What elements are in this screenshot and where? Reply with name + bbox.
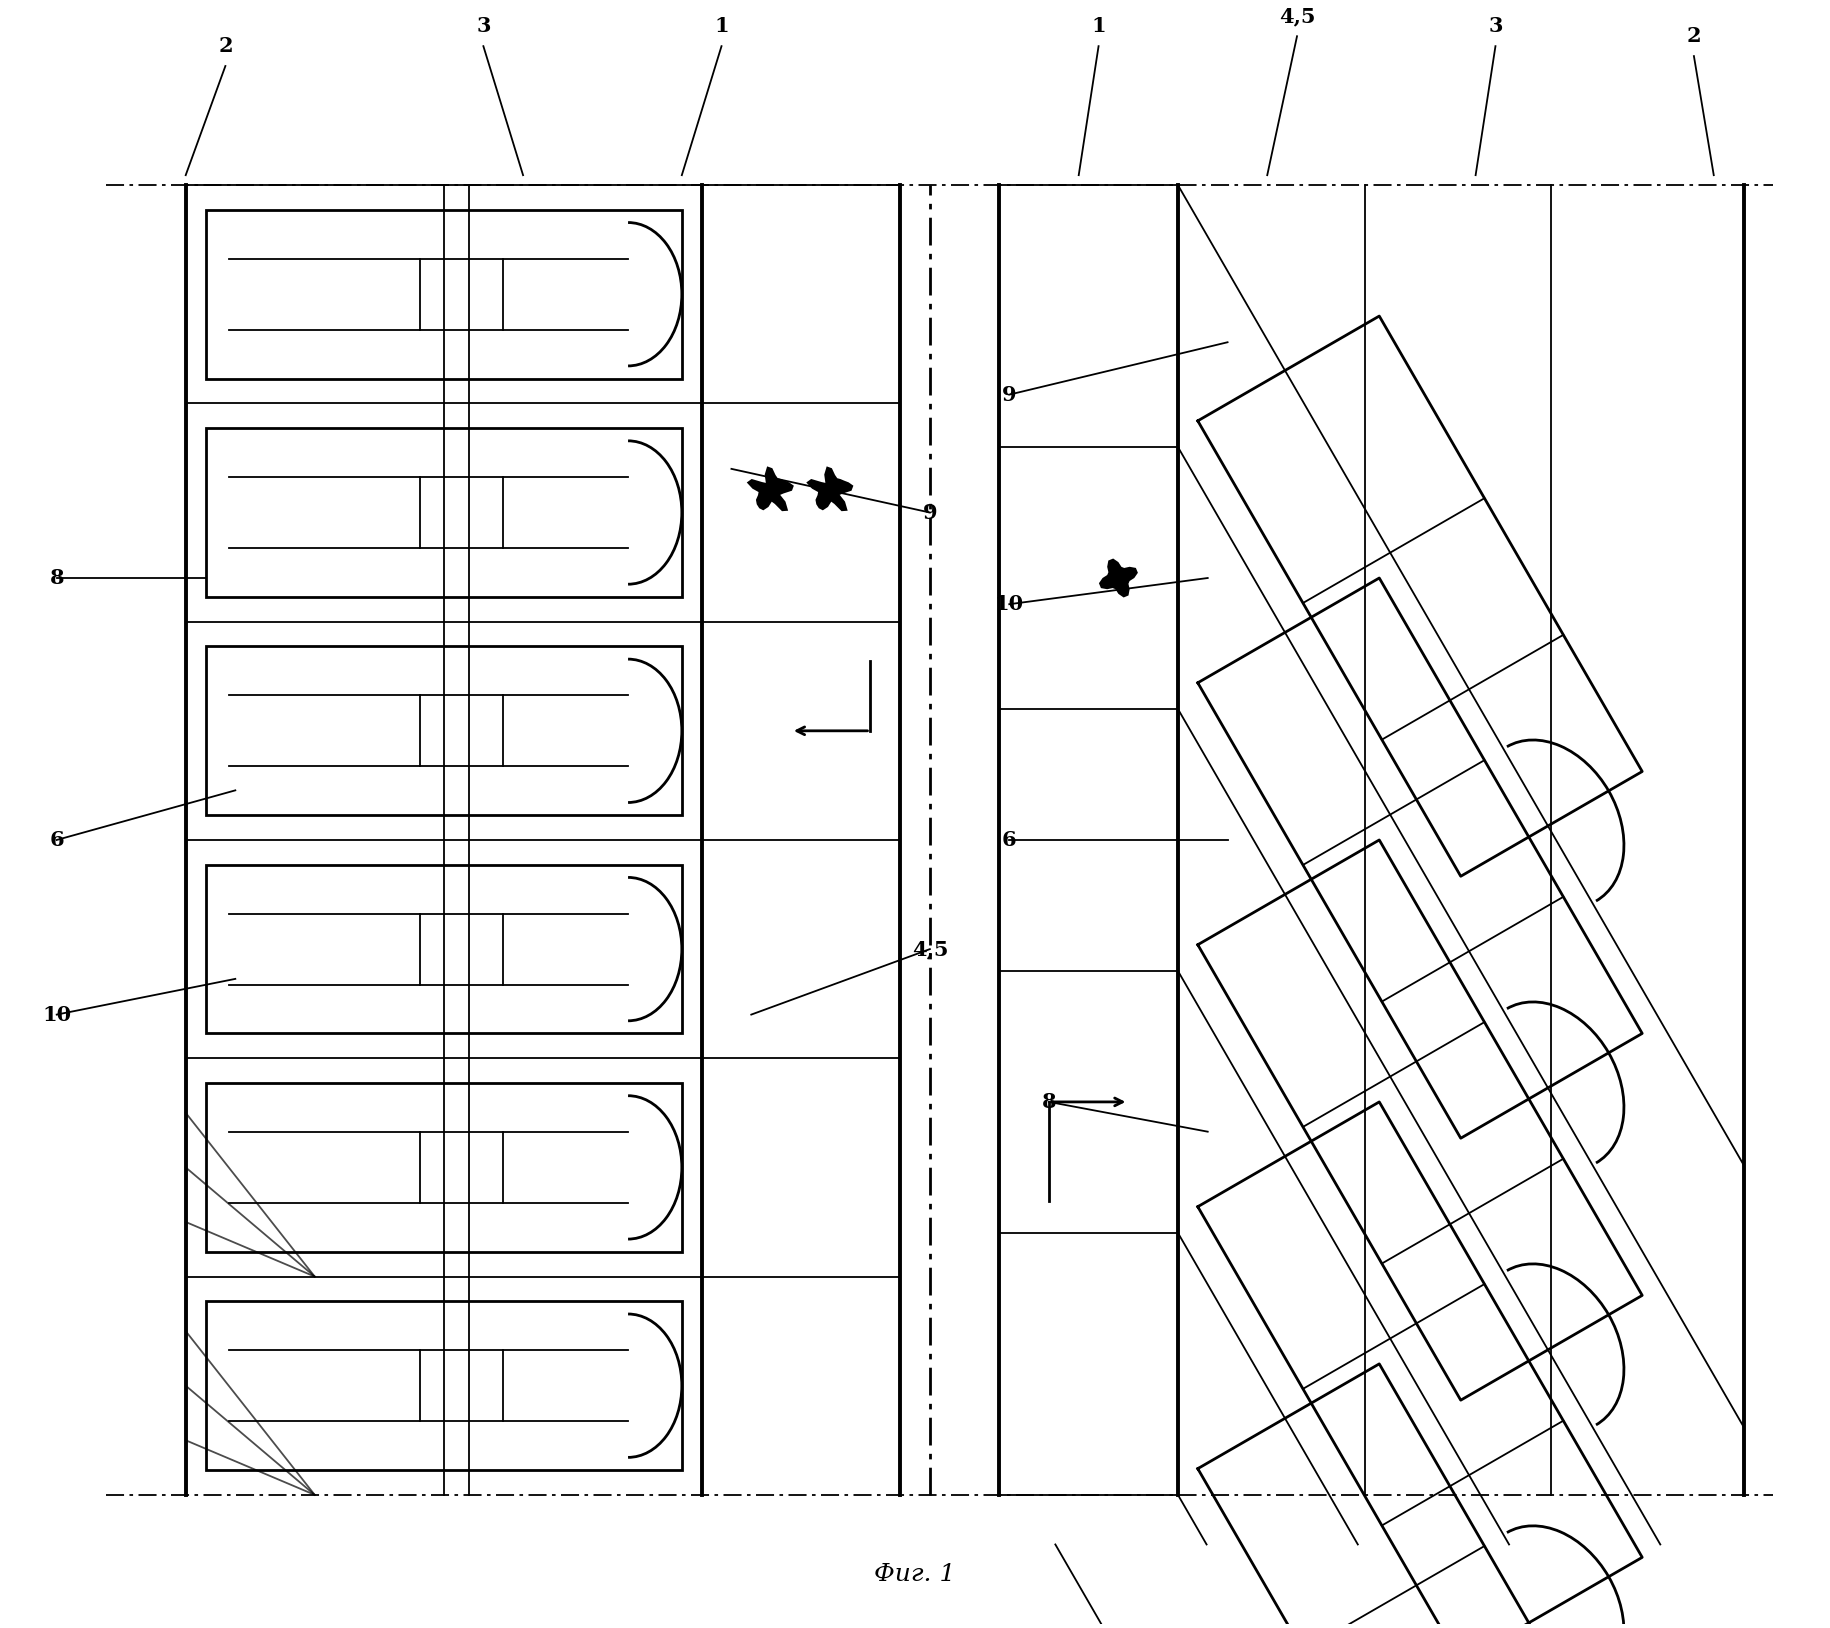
Text: 9: 9 — [1003, 384, 1017, 405]
Text: 10: 10 — [42, 1004, 71, 1024]
Bar — [205, 864, 683, 1034]
Text: 4,5: 4,5 — [911, 939, 948, 959]
Polygon shape — [747, 466, 794, 511]
Text: 3: 3 — [1488, 16, 1502, 36]
Text: 4,5: 4,5 — [1279, 7, 1316, 26]
Bar — [205, 646, 683, 816]
Polygon shape — [807, 466, 853, 511]
Text: 8: 8 — [1041, 1092, 1056, 1112]
Text: 6: 6 — [1003, 830, 1017, 850]
Bar — [205, 1083, 683, 1252]
Bar — [205, 1301, 683, 1470]
Text: 8: 8 — [49, 568, 64, 588]
Text: 3: 3 — [476, 16, 490, 36]
Text: 9: 9 — [922, 503, 937, 523]
Bar — [205, 428, 683, 597]
Text: 6: 6 — [49, 830, 64, 850]
Text: 10: 10 — [996, 594, 1023, 614]
Polygon shape — [1100, 558, 1138, 597]
Text: 1: 1 — [1091, 16, 1105, 36]
Text: 1: 1 — [714, 16, 728, 36]
Text: Фиг. 1: Фиг. 1 — [875, 1563, 955, 1586]
Text: 2: 2 — [1687, 26, 1702, 46]
Bar — [205, 210, 683, 379]
Text: 2: 2 — [218, 36, 232, 55]
